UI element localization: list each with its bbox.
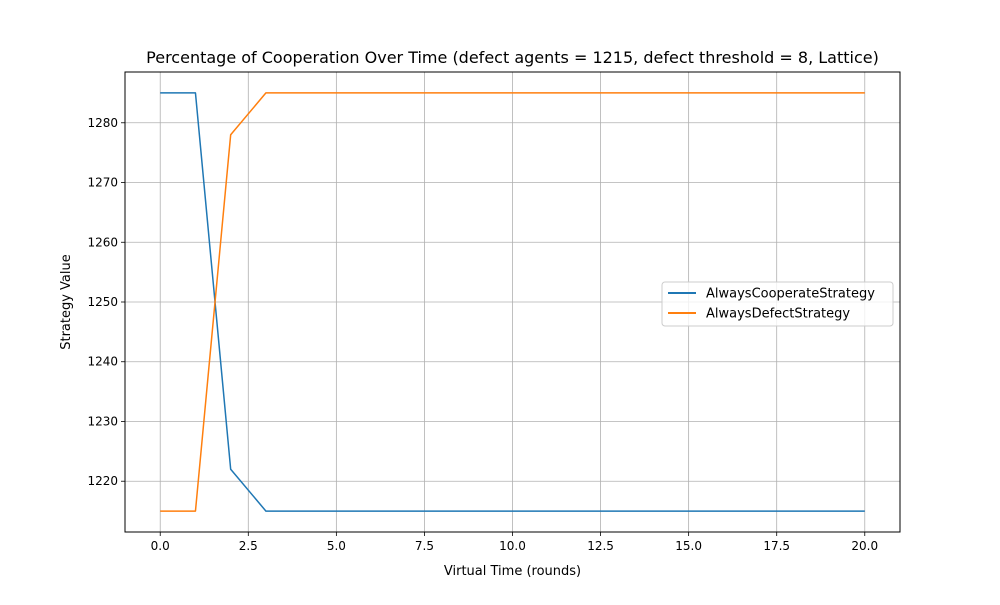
- chart-title: Percentage of Cooperation Over Time (def…: [146, 48, 879, 67]
- x-tick-label: 7.5: [415, 539, 434, 553]
- x-tick-label: 12.5: [587, 539, 614, 553]
- legend: AlwaysCooperateStrategy AlwaysDefectStra…: [662, 282, 893, 326]
- y-tick-label: 1250: [87, 295, 118, 309]
- x-tick-label: 10.0: [499, 539, 526, 553]
- y-tick-label: 1230: [87, 414, 118, 428]
- x-tick-label: 5.0: [327, 539, 346, 553]
- x-tick-label: 20.0: [851, 539, 878, 553]
- y-axis-label: Strategy Value: [59, 254, 74, 350]
- x-tick-label: 0.0: [151, 539, 170, 553]
- y-tick-label: 1240: [87, 355, 118, 369]
- legend-label-cooperate: AlwaysCooperateStrategy: [706, 287, 875, 302]
- y-tick-label: 1260: [87, 235, 118, 249]
- legend-label-defect: AlwaysDefectStrategy: [706, 307, 850, 322]
- x-tick-label: 17.5: [763, 539, 790, 553]
- x-tick-label: 2.5: [239, 539, 258, 553]
- x-axis-label: Virtual Time (rounds): [444, 564, 581, 579]
- y-tick-label: 1270: [87, 176, 118, 190]
- y-tick-label: 1220: [87, 474, 118, 488]
- x-tick-label: 15.0: [675, 539, 702, 553]
- y-tick-label: 1280: [87, 116, 118, 130]
